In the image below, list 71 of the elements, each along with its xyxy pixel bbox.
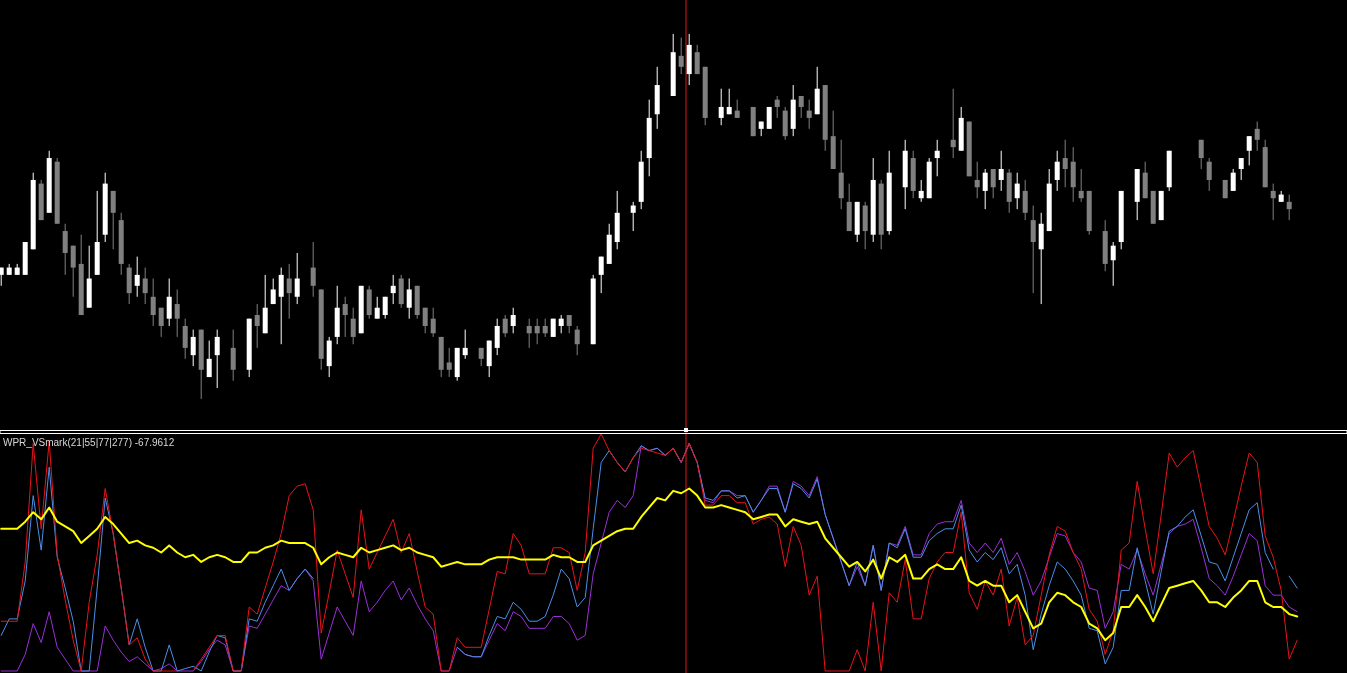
candlestick xyxy=(1110,241,1116,287)
candlestick xyxy=(510,307,516,334)
candlestick xyxy=(1062,139,1068,188)
candlestick xyxy=(502,314,508,338)
candlestick xyxy=(1078,168,1084,203)
candlestick xyxy=(1230,168,1236,192)
candlestick xyxy=(270,278,276,305)
candlestick xyxy=(1270,183,1276,221)
candlestick xyxy=(1030,205,1036,294)
candlestick xyxy=(206,340,212,378)
candlestick xyxy=(462,329,468,360)
candlestick xyxy=(390,274,396,305)
candlestick xyxy=(598,256,604,294)
candlestick xyxy=(718,88,724,126)
candlestick xyxy=(1238,157,1244,181)
candlestick xyxy=(182,318,188,360)
candlestick xyxy=(310,241,316,298)
candlestick xyxy=(190,329,196,367)
candlestick xyxy=(70,245,76,298)
candlestick xyxy=(166,278,172,327)
candlestick xyxy=(950,88,956,159)
candlestick xyxy=(422,307,428,334)
candlestick xyxy=(174,288,180,338)
candlestick xyxy=(142,267,148,305)
candlestick xyxy=(446,347,452,378)
candlestick xyxy=(998,150,1004,192)
candlestick xyxy=(798,95,804,119)
candlestick xyxy=(934,139,940,177)
candlestick xyxy=(566,314,572,334)
candlestick xyxy=(214,329,220,389)
candlestick xyxy=(918,179,924,203)
chart-title: WPR_VSmark(21|55|77|277) -67.9612 xyxy=(3,437,175,448)
candlestick xyxy=(1206,157,1212,192)
candlestick xyxy=(158,307,164,338)
candlestick xyxy=(150,278,156,327)
candlestick xyxy=(350,307,356,345)
candlestick xyxy=(526,318,532,349)
candlestick xyxy=(1022,179,1028,221)
candlestick xyxy=(678,37,684,75)
candlestick xyxy=(694,44,700,75)
candlestick xyxy=(982,168,988,210)
candlestick xyxy=(558,314,564,334)
candlestick xyxy=(294,252,300,305)
candlestick xyxy=(110,190,116,250)
candlestick xyxy=(1286,194,1292,221)
candlestick xyxy=(406,278,412,320)
candlestick xyxy=(374,296,380,320)
candlestick xyxy=(542,318,548,338)
candlestick xyxy=(230,329,236,382)
candlestick xyxy=(630,201,636,232)
candlestick xyxy=(974,161,980,199)
candlestick xyxy=(1246,135,1252,166)
candlestick xyxy=(990,168,996,199)
candlestick xyxy=(726,88,732,115)
candlestick xyxy=(806,99,812,130)
candlestick xyxy=(734,99,740,119)
candlestick xyxy=(774,95,780,119)
candlestick xyxy=(278,267,284,345)
candlestick xyxy=(62,223,68,276)
candlestick xyxy=(254,303,260,349)
candlestick xyxy=(494,318,500,356)
candlestick xyxy=(1014,172,1020,210)
candlestick xyxy=(134,256,140,298)
candlestick xyxy=(430,307,436,338)
candlestick xyxy=(1054,150,1060,192)
candlestick xyxy=(286,263,292,320)
candlestick xyxy=(1254,121,1260,152)
candlestick xyxy=(574,325,580,356)
candlestick xyxy=(1198,139,1204,170)
candlestick xyxy=(534,318,540,345)
candlestick xyxy=(342,296,348,338)
